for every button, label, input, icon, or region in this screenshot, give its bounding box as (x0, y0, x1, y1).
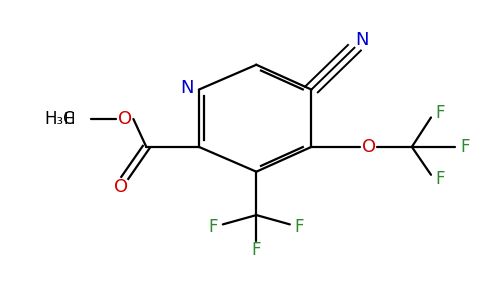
Text: F: F (461, 138, 470, 156)
Text: F: F (436, 104, 445, 122)
Text: H: H (63, 112, 75, 127)
Text: O: O (114, 178, 128, 196)
Text: O: O (362, 138, 376, 156)
Text: O: O (118, 110, 132, 128)
Text: N: N (355, 31, 368, 49)
Text: F: F (209, 218, 218, 236)
Text: F: F (252, 241, 261, 259)
Text: N: N (180, 79, 194, 97)
Text: F: F (436, 170, 445, 188)
Text: F: F (295, 218, 304, 236)
Text: H₃C: H₃C (44, 110, 75, 128)
